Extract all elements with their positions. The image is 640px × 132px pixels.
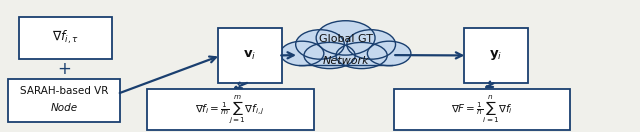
Text: $\nabla f_{i,\tau}$: $\nabla f_{i,\tau}$ bbox=[52, 29, 79, 46]
Text: Network: Network bbox=[323, 56, 369, 66]
Text: $\nabla f_i = \frac{1}{m}\sum_{j=1}^{m} \nabla f_{i,j}$: $\nabla f_i = \frac{1}{m}\sum_{j=1}^{m} … bbox=[195, 93, 266, 126]
Ellipse shape bbox=[316, 21, 375, 55]
Ellipse shape bbox=[280, 41, 324, 66]
Text: Global GT: Global GT bbox=[319, 34, 372, 44]
FancyBboxPatch shape bbox=[218, 28, 282, 82]
Text: $+$: $+$ bbox=[57, 60, 71, 78]
Ellipse shape bbox=[296, 30, 344, 59]
Text: Node: Node bbox=[51, 103, 78, 113]
Ellipse shape bbox=[367, 41, 411, 66]
FancyBboxPatch shape bbox=[147, 89, 314, 130]
Ellipse shape bbox=[347, 30, 396, 59]
Ellipse shape bbox=[304, 42, 355, 69]
FancyBboxPatch shape bbox=[394, 89, 570, 130]
Text: $\mathbf{v}_i$: $\mathbf{v}_i$ bbox=[243, 49, 256, 62]
FancyBboxPatch shape bbox=[8, 79, 120, 122]
FancyBboxPatch shape bbox=[464, 28, 528, 82]
Text: SARAH-based VR: SARAH-based VR bbox=[20, 86, 109, 96]
Text: $\mathbf{y}_i$: $\mathbf{y}_i$ bbox=[490, 48, 502, 62]
Text: $\nabla F = \frac{1}{n}\sum_{i=1}^{n} \nabla f_i$: $\nabla F = \frac{1}{n}\sum_{i=1}^{n} \n… bbox=[451, 94, 513, 125]
FancyBboxPatch shape bbox=[299, 53, 392, 65]
Ellipse shape bbox=[336, 42, 387, 69]
FancyBboxPatch shape bbox=[19, 16, 112, 59]
